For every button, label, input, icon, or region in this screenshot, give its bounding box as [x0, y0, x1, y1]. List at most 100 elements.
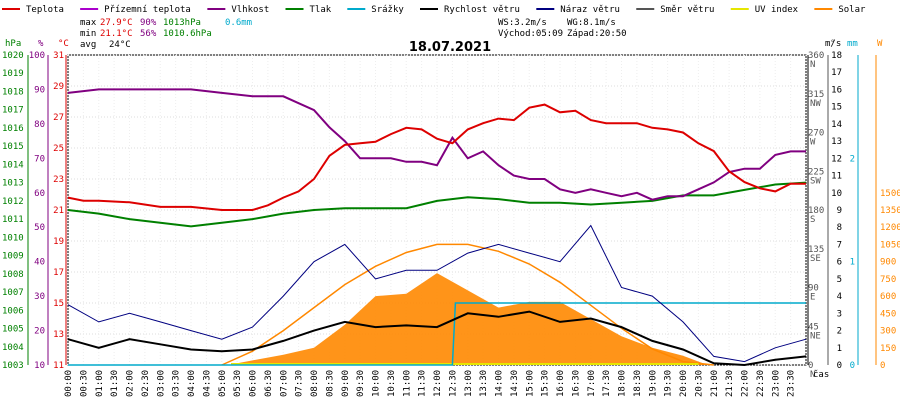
ms-tick: 16 [831, 85, 842, 95]
ms-tick: 8 [837, 223, 842, 233]
x-tick: 23:00 [771, 370, 781, 397]
min-press: 1010.6hPa [163, 29, 212, 39]
hpa-tick: 1015 [2, 142, 24, 152]
x-tick: 21:00 [710, 370, 720, 397]
hpa-tick: 1018 [2, 87, 24, 97]
x-tick: 14:00 [495, 370, 505, 397]
deg-tick: 315 [808, 90, 824, 100]
x-tick: 20:00 [679, 370, 689, 397]
solar-theoretical-line [221, 243, 714, 366]
x-tick: 05:00 [218, 370, 228, 397]
ms-tick: 7 [837, 240, 842, 250]
temperature-line [67, 103, 806, 211]
x-tick: 19:30 [664, 370, 674, 397]
ms-tick: 5 [837, 275, 842, 285]
pct-tick: 80 [34, 120, 45, 130]
x-tick: 06:30 [264, 370, 274, 397]
x-tick: 19:00 [648, 370, 658, 397]
x-tick: 11:00 [402, 370, 412, 397]
dir-label: W [810, 138, 816, 148]
deg-tick: 90 [808, 284, 819, 294]
x-tick: 13:30 [479, 370, 489, 397]
x-tick: 11:30 [418, 370, 428, 397]
hpa-tick: 1007 [2, 288, 24, 298]
min-label: min [80, 29, 96, 39]
x-tick: 02:00 [126, 370, 136, 397]
x-tick: 07:30 [295, 370, 305, 397]
x-tick: 16:30 [571, 370, 581, 397]
max-label: max [80, 18, 97, 28]
hpa-tick: 1006 [2, 306, 24, 316]
x-tick: 01:00 [95, 370, 105, 397]
deg-tick: 135 [808, 245, 824, 255]
x-tick: 03:00 [156, 370, 166, 397]
mm-tick: 1 [850, 258, 855, 268]
mm-tick: 2 [850, 154, 855, 164]
legend: Teplota Přízemní teplota Vlhkost Tlak Srážky… [2, 5, 866, 15]
c-tick: 15 [53, 299, 64, 309]
ws-value: WS:3.2m/s [498, 18, 547, 28]
x-tick: 08:30 [325, 370, 335, 397]
legend-label-teplota: Teplota [26, 5, 64, 15]
sunset: Západ:20:50 [567, 29, 627, 39]
x-tick: 03:30 [172, 370, 182, 397]
c-tick: 17 [53, 268, 64, 278]
x-tick: 23:30 [787, 370, 797, 397]
c-tick: 21 [53, 206, 64, 216]
max-press: 1013hPa [163, 18, 201, 28]
w-axis-title: W [877, 39, 883, 49]
ms-tick: 12 [831, 154, 842, 164]
pct-tick: 70 [34, 154, 45, 164]
ms-tick: 6 [837, 258, 842, 268]
w-tick: 1050 [880, 240, 900, 250]
deg-tick: 180 [808, 206, 824, 216]
w-tick: 450 [880, 309, 896, 319]
ms-tick: 4 [837, 292, 842, 302]
legend-label-uv: UV index [755, 5, 799, 15]
solar-area [227, 273, 708, 365]
pct-tick: 30 [34, 292, 45, 302]
ms-tick: 2 [837, 327, 842, 337]
min-temp: 21.1°C [100, 29, 133, 39]
deg-tick: 45 [808, 322, 819, 332]
hpa-tick: 1004 [2, 343, 24, 353]
x-tick: 12:00 [433, 370, 443, 397]
dir-label: NW [810, 99, 821, 109]
ms-axis-title: m/s [825, 39, 841, 49]
humidity-line [67, 88, 806, 201]
hpa-tick: 1005 [2, 325, 24, 335]
avg-temp: 24°C [109, 40, 131, 50]
x-tick: 22:30 [756, 370, 766, 397]
x-tick: 10:00 [372, 370, 382, 397]
x-tick: 04:30 [202, 370, 212, 397]
x-tick: 01:30 [110, 370, 120, 397]
x-tick: 09:00 [341, 370, 351, 397]
w-tick: 0 [880, 361, 885, 371]
deg-tick: 360 [808, 51, 824, 61]
legend-label-tlak: Tlak [310, 5, 332, 15]
ms-tick: 11 [831, 172, 842, 182]
c-tick: 13 [53, 330, 64, 340]
dir-label: SW [810, 176, 821, 186]
x-tick: 16:00 [556, 370, 566, 397]
legend-label-srazky: Srážky [371, 5, 404, 15]
c-tick: 25 [53, 144, 64, 154]
ms-tick: 18 [831, 51, 842, 61]
c-tick: 27 [53, 113, 64, 123]
x-tick: 20:30 [694, 370, 704, 397]
avg-label: avg [80, 40, 96, 50]
hpa-tick: 1019 [2, 69, 24, 79]
x-tick: 18:00 [618, 370, 628, 397]
ms-tick: 15 [831, 103, 842, 113]
mm-axis-title: mm [847, 39, 858, 49]
max-hum: 90% [140, 18, 157, 28]
ms-tick: 3 [837, 309, 842, 319]
x-tick: 15:00 [525, 370, 535, 397]
x-tick: 14:30 [510, 370, 520, 397]
x-tick: 18:30 [633, 370, 643, 397]
pct-tick: 100 [29, 51, 45, 61]
ms-tick: 0 [837, 361, 842, 371]
c-tick: 29 [53, 82, 64, 92]
